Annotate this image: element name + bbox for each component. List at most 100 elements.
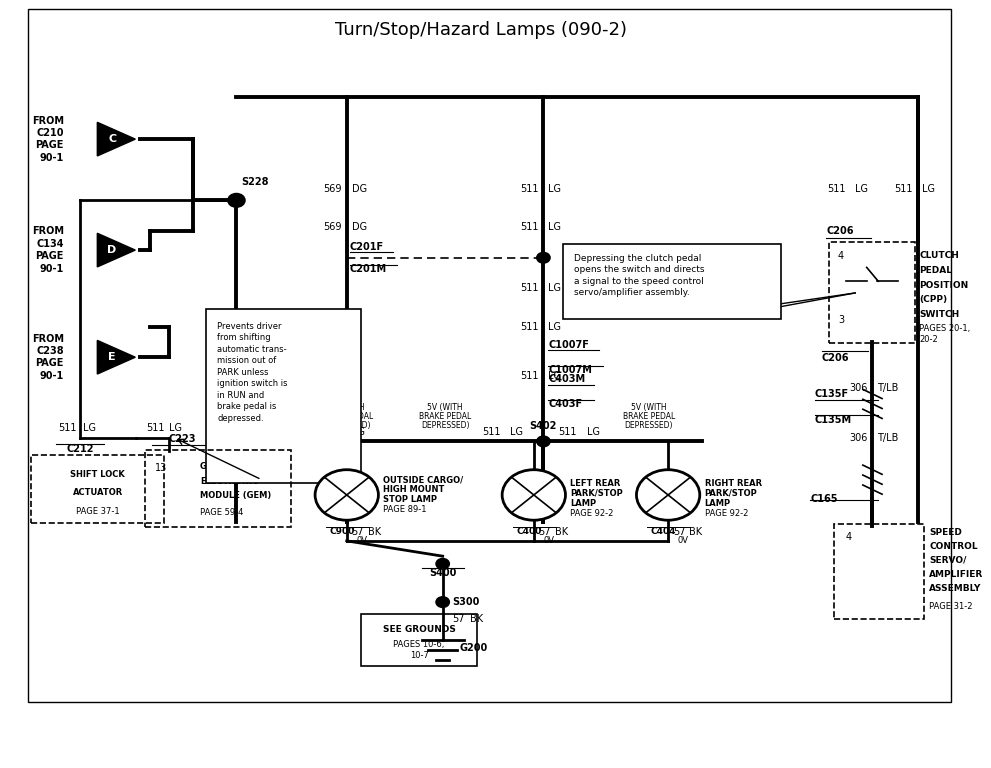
Text: 511: 511 [827,184,845,194]
Text: PAGE 92-2: PAGE 92-2 [705,509,748,518]
Text: DEPRESSED): DEPRESSED) [322,421,371,430]
Text: 13: 13 [155,462,167,472]
Text: C201M: C201M [350,264,386,274]
Text: BRAKE PEDAL: BRAKE PEDAL [622,412,675,422]
Text: C404: C404 [650,527,676,536]
Text: 0V: 0V [543,536,554,545]
Text: C400: C400 [516,527,542,536]
Text: LEFT REAR: LEFT REAR [570,479,620,488]
Text: C403F: C403F [548,399,583,409]
Text: C223: C223 [168,434,196,444]
Text: BK: BK [368,527,381,537]
Text: LG: LG [548,283,561,293]
Text: 511: 511 [146,423,165,433]
Text: 5V (WITH: 5V (WITH [631,403,667,412]
Text: BRAKE PEDAL: BRAKE PEDAL [321,412,373,422]
Circle shape [502,470,566,520]
Circle shape [436,558,449,569]
Text: 5V (WITH: 5V (WITH [427,403,463,412]
Text: LG: LG [169,423,182,433]
Text: HIGH MOUNT: HIGH MOUNT [384,485,445,494]
Text: LG: LG [352,427,365,437]
Text: C403M: C403M [548,374,586,384]
Text: ELECTRONIC: ELECTRONIC [200,476,258,485]
Text: G200: G200 [460,643,489,653]
Text: C212: C212 [66,444,94,454]
Text: DEPRESSED): DEPRESSED) [421,421,470,430]
Text: PAGE 59-4: PAGE 59-4 [200,508,244,517]
Text: STOP LAMP: STOP LAMP [384,495,437,504]
FancyBboxPatch shape [563,244,781,319]
Text: LG: LG [548,222,561,232]
Text: T/LB: T/LB [877,432,899,442]
Text: 57: 57 [352,527,364,537]
Text: BRAKE PEDAL: BRAKE PEDAL [419,412,471,422]
Text: LG: LG [855,184,868,194]
Text: 511: 511 [482,427,500,437]
Text: 57: 57 [452,614,465,624]
Text: BK: BK [470,614,483,624]
Text: D: D [107,245,117,255]
Text: LAMP: LAMP [705,499,730,508]
Text: 57: 57 [538,527,551,537]
Text: 511: 511 [520,283,538,293]
Circle shape [228,194,245,207]
Text: LG: LG [509,427,523,437]
Text: DEPRESSED): DEPRESSED) [624,421,673,430]
Circle shape [436,597,449,607]
Text: ASSEMBLY: ASSEMBLY [929,584,981,592]
Text: PARK/STOP: PARK/STOP [705,489,757,498]
Text: SERVO/: SERVO/ [929,556,966,565]
Text: 0V: 0V [678,536,689,545]
Text: C900: C900 [329,527,355,536]
Text: C1007M: C1007M [548,365,592,375]
Text: 511: 511 [520,372,538,382]
Text: LG: LG [923,184,936,194]
Text: 511: 511 [559,427,577,437]
Polygon shape [97,122,136,156]
Polygon shape [97,340,136,374]
Text: LG: LG [548,184,561,194]
Text: LAMP: LAMP [570,499,597,508]
Text: Depressing the clutch pedal
opens the switch and directs
a signal to the speed c: Depressing the clutch pedal opens the sw… [574,254,705,297]
Text: 4: 4 [845,531,851,541]
Text: AMPLIFIER: AMPLIFIER [929,570,983,579]
Text: 3: 3 [838,316,844,326]
Text: 511: 511 [323,427,342,437]
Text: 5V (WITH: 5V (WITH [329,403,365,412]
Text: C201F: C201F [350,242,384,252]
Text: OUTSIDE CARGO/: OUTSIDE CARGO/ [384,475,464,484]
Text: C165: C165 [810,494,837,504]
Text: ACTUATOR: ACTUATOR [72,488,123,497]
Text: S400: S400 [429,568,457,578]
Text: 306: 306 [849,432,868,442]
Text: PAGE 92-2: PAGE 92-2 [570,509,613,518]
Text: CLUTCH: CLUTCH [920,251,959,260]
Polygon shape [97,233,136,267]
Text: DG: DG [352,184,367,194]
Text: PEDAL: PEDAL [920,266,952,275]
Text: C206: C206 [822,353,849,362]
Text: 511: 511 [57,423,76,433]
Circle shape [537,253,550,263]
Text: DG: DG [352,222,367,232]
Text: 0V: 0V [357,536,368,545]
Text: PARK/STOP: PARK/STOP [570,489,623,498]
Text: 569: 569 [323,184,342,194]
Text: SWITCH: SWITCH [920,310,959,319]
Text: GENERIC: GENERIC [200,462,241,471]
Text: MODULE (GEM): MODULE (GEM) [200,492,272,501]
Text: S300: S300 [452,597,480,607]
Text: C: C [108,134,116,144]
Text: FROM
C134
PAGE
90-1: FROM C134 PAGE 90-1 [32,227,63,273]
Text: PAGES 10-6,
10-7: PAGES 10-6, 10-7 [393,640,445,660]
Text: BK: BK [689,527,703,537]
Text: 306: 306 [849,382,868,392]
Text: PAGE 37-1: PAGE 37-1 [76,508,120,517]
Text: CONTROL: CONTROL [929,542,978,551]
Text: 569: 569 [323,222,342,232]
Text: SHIFT LOCK: SHIFT LOCK [70,471,125,479]
FancyBboxPatch shape [206,309,361,484]
Text: 4: 4 [838,250,844,260]
Text: LG: LG [548,322,561,332]
